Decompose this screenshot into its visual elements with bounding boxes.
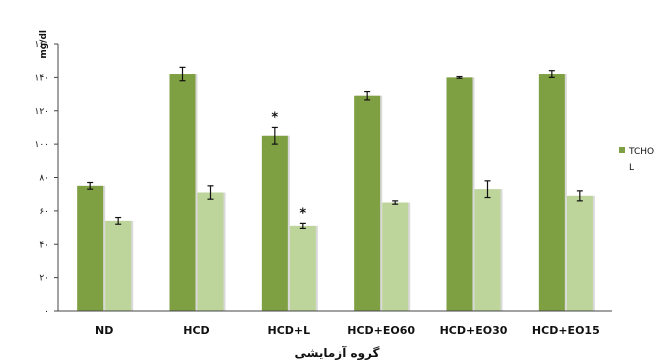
significance-marker: *: [271, 110, 278, 125]
y-tick-label: ۱۲۰: [34, 107, 49, 117]
bars: **: [77, 66, 595, 311]
significance-marker: *: [299, 206, 306, 221]
y-tick-label: ۱۶۰: [34, 40, 49, 50]
x-tick-label: HCD: [183, 324, 209, 337]
y-tick-label: ۶۰: [39, 207, 49, 217]
legend-label-tcho: TCHO: [628, 147, 654, 157]
bar-l: [197, 192, 224, 311]
bar-l: [289, 225, 316, 311]
bar-l: [474, 189, 501, 311]
y-tick-label: ۱۰۰: [34, 140, 49, 150]
x-tick-label: ND: [95, 324, 113, 337]
bar-l: [105, 220, 132, 311]
x-tick-label: HCD+EO60: [347, 324, 415, 337]
bar-tcho: [538, 74, 565, 311]
y-axis: ۰ ۲۰ ۴۰ ۶۰ ۸۰ ۱۰۰ ۱۲۰ ۱۴۰ ۱۶۰: [34, 40, 59, 317]
y-tick-label: ۴۰: [39, 240, 49, 250]
x-axis: ND HCD HCD+L HCD+EO60 HCD+EO30 HCD+EO15: [58, 310, 612, 337]
bar-tcho: [169, 74, 196, 311]
y-tick-label: ۲۰: [39, 274, 49, 284]
legend-swatch-tcho: [619, 147, 625, 153]
bar-tcho: [446, 77, 473, 311]
y-tick-label: ۰: [44, 307, 49, 317]
y-tick-label: ۱۴۰: [34, 73, 49, 83]
bar-tcho: [77, 185, 104, 311]
x-axis-label: گروه آزمایشی: [295, 345, 380, 361]
legend: TCHO L: [619, 147, 654, 173]
x-tick-label: HCD+L: [268, 324, 311, 337]
x-tick-label: HCD+EO15: [532, 324, 600, 337]
bar-l: [566, 195, 593, 311]
y-tick-label: ۸۰: [39, 174, 49, 184]
bar-tcho: [354, 95, 381, 311]
x-tick-label: HCD+EO30: [440, 324, 508, 337]
y-axis-label: mg/dl: [39, 30, 49, 59]
legend-label-l: L: [629, 163, 634, 173]
bar-l: [382, 202, 409, 311]
bar-tcho: [261, 135, 288, 311]
